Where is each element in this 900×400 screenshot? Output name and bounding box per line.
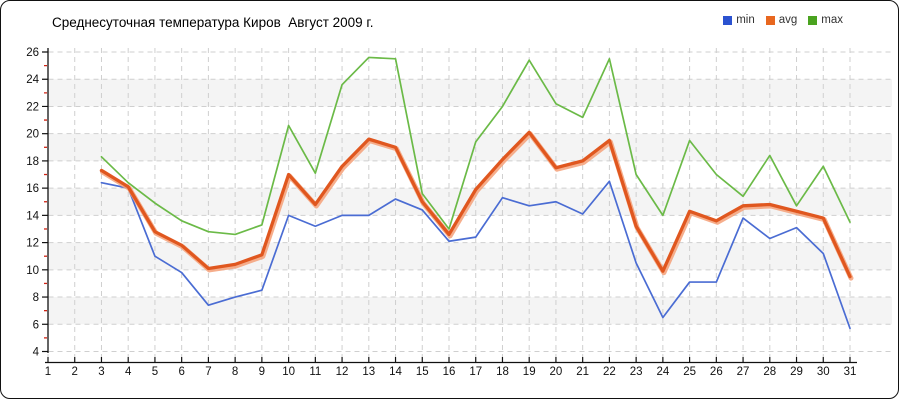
- legend-item-max: max: [808, 14, 843, 26]
- x-tick-label: 17: [469, 366, 482, 378]
- x-tick-label: 25: [683, 366, 696, 378]
- min-series-swatch-icon: [723, 15, 733, 25]
- x-tick-label: 27: [737, 366, 750, 378]
- y-tick-label: 20: [26, 129, 39, 141]
- x-tick-label: 3: [98, 366, 104, 378]
- x-tick-label: 29: [790, 366, 803, 378]
- x-tick-label: 4: [125, 366, 132, 378]
- legend-item-min: min: [723, 14, 755, 26]
- y-tick-label: 22: [26, 101, 39, 113]
- x-tick-label: 12: [336, 366, 349, 378]
- x-tick-label: 11: [309, 366, 321, 378]
- legend-label-min: min: [736, 14, 755, 26]
- y-tick-label: 12: [26, 238, 39, 250]
- avg-series-swatch-icon: [765, 15, 775, 25]
- legend-label-max: max: [821, 14, 843, 26]
- x-tick-label: 21: [576, 366, 589, 378]
- y-tick-label: 16: [26, 183, 39, 195]
- x-tick-label: 1: [45, 366, 51, 378]
- x-tick-label: 30: [817, 366, 830, 378]
- x-tick-label: 7: [205, 366, 211, 378]
- plot-band: [48, 79, 892, 107]
- y-tick-label: 18: [26, 156, 39, 168]
- max-series-swatch-icon: [808, 15, 818, 25]
- x-tick-label: 9: [259, 366, 265, 378]
- series-avg-line: [99, 130, 852, 279]
- x-tick-label: 24: [656, 366, 669, 378]
- x-tick-label: 20: [550, 366, 563, 378]
- plot-band: [48, 297, 892, 325]
- plot-band: [48, 242, 892, 270]
- y-tick-label: 14: [26, 210, 39, 222]
- x-tick-label: 19: [523, 366, 536, 378]
- y-tick-label: 6: [33, 319, 39, 331]
- x-tick-label: 22: [603, 366, 616, 378]
- y-tick-label: 4: [33, 347, 40, 359]
- x-tick-label: 15: [416, 366, 429, 378]
- x-tick-label: 6: [178, 366, 184, 378]
- y-tick-label: 26: [26, 47, 39, 59]
- y-tick-label: 8: [33, 292, 39, 304]
- x-tick-label: 2: [72, 366, 78, 378]
- x-tick-label: 16: [443, 366, 456, 378]
- chart-legend: min avg max: [723, 14, 843, 26]
- x-tick-label: 10: [282, 366, 295, 378]
- x-tick-label: 31: [844, 366, 857, 378]
- x-tick-label: 13: [362, 366, 375, 378]
- plot-band: [48, 133, 892, 161]
- x-tick-label: 28: [763, 366, 776, 378]
- legend-item-avg: avg: [765, 14, 798, 26]
- legend-label-avg: avg: [778, 14, 798, 26]
- x-tick-label: 8: [232, 366, 238, 378]
- x-tick-label: 5: [152, 366, 158, 378]
- y-tick-label: 10: [26, 265, 39, 277]
- series-max-line: [100, 56, 851, 236]
- x-tick-label: 23: [630, 366, 643, 378]
- x-tick-label: 14: [389, 366, 402, 378]
- chart-title: Среднесуточная температура Киров Август …: [52, 15, 374, 30]
- series-min-line: [100, 180, 851, 330]
- x-tick-label: 26: [710, 366, 723, 378]
- x-tick-label: 18: [496, 366, 509, 378]
- y-tick-label: 24: [26, 74, 39, 86]
